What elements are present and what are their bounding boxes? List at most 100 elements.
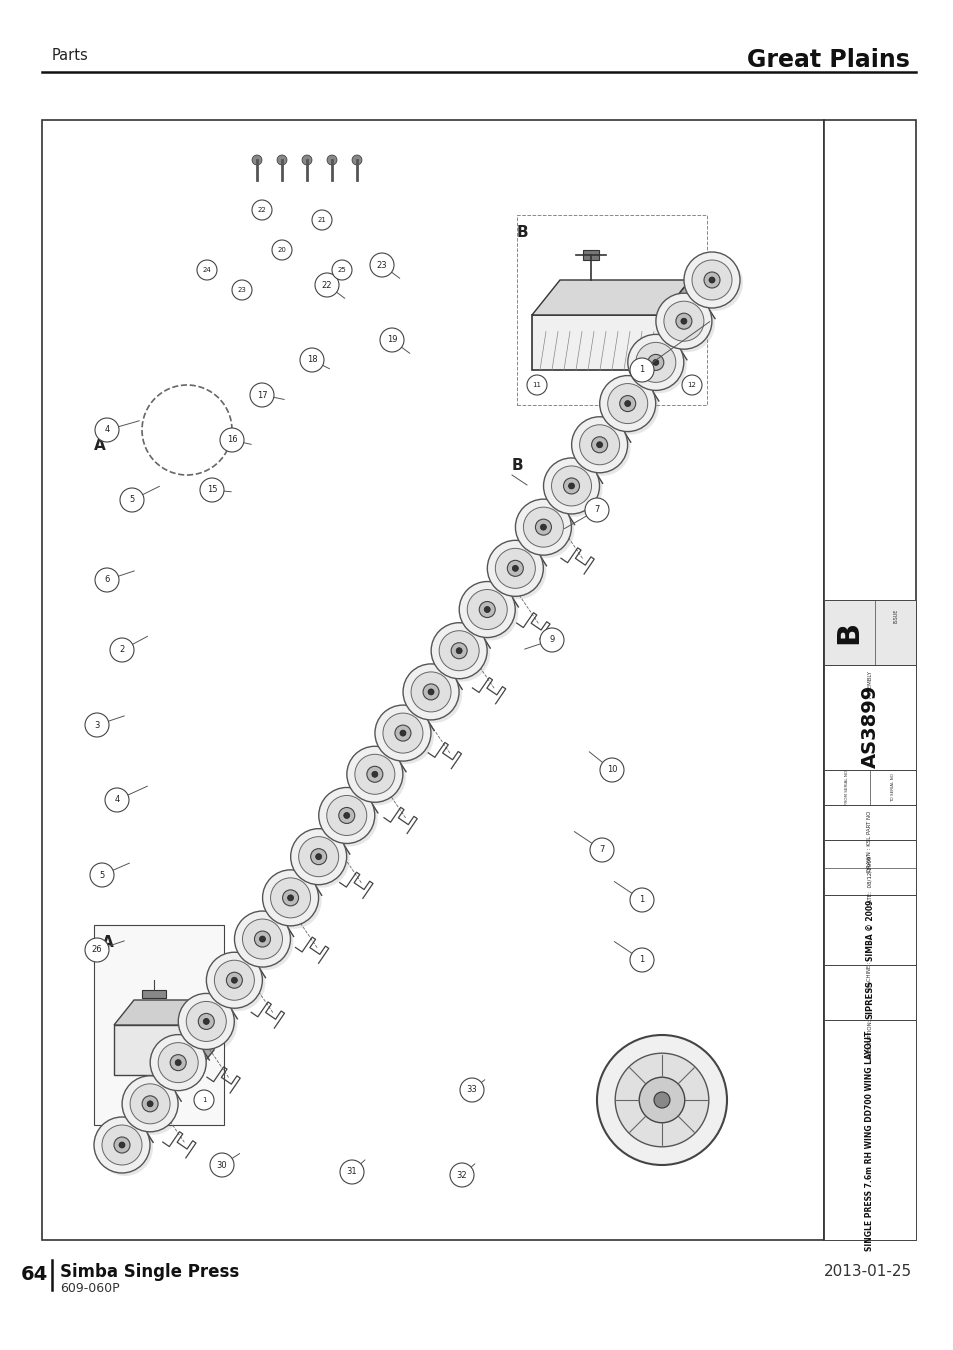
- Text: 1: 1: [639, 366, 644, 374]
- Circle shape: [406, 667, 461, 722]
- Circle shape: [147, 1100, 152, 1107]
- Text: 3: 3: [94, 721, 99, 729]
- Circle shape: [526, 375, 546, 396]
- Circle shape: [659, 296, 714, 352]
- Text: 11: 11: [532, 382, 541, 387]
- Text: 20: 20: [277, 247, 286, 252]
- Circle shape: [85, 938, 109, 963]
- Text: B: B: [834, 621, 862, 644]
- Bar: [823, 805, 915, 840]
- Circle shape: [220, 428, 244, 452]
- Text: TO SERIAL NO: TO SERIAL NO: [890, 774, 894, 802]
- Text: 5: 5: [99, 871, 105, 879]
- Text: 21: 21: [317, 217, 326, 223]
- Text: 2: 2: [119, 645, 125, 655]
- Circle shape: [120, 487, 144, 512]
- Text: DESCRIPTION:: DESCRIPTION:: [866, 1018, 872, 1057]
- Circle shape: [372, 771, 377, 778]
- Circle shape: [226, 972, 242, 988]
- Bar: [823, 965, 915, 1021]
- Text: DATE:  08/12/2009: DATE: 08/12/2009: [866, 856, 872, 907]
- Circle shape: [94, 1116, 150, 1173]
- Text: 32: 32: [456, 1170, 467, 1180]
- Text: Great Plains: Great Plains: [746, 49, 909, 72]
- Circle shape: [276, 155, 287, 165]
- Circle shape: [95, 568, 119, 593]
- Text: PART NO: PART NO: [866, 811, 872, 834]
- Circle shape: [639, 1077, 684, 1123]
- Circle shape: [399, 730, 406, 736]
- Circle shape: [629, 888, 654, 913]
- Circle shape: [584, 498, 608, 522]
- Circle shape: [675, 313, 691, 329]
- Text: SIMBA © 2009: SIMBA © 2009: [864, 899, 874, 961]
- Text: 30: 30: [216, 1161, 227, 1169]
- Text: 1: 1: [639, 895, 644, 905]
- Circle shape: [654, 1092, 669, 1108]
- Text: 4: 4: [114, 795, 119, 805]
- Circle shape: [428, 688, 434, 695]
- Circle shape: [291, 829, 346, 884]
- Text: ISSUE: ISSUE: [892, 609, 898, 624]
- Circle shape: [683, 252, 740, 308]
- Circle shape: [242, 919, 282, 958]
- Circle shape: [178, 994, 234, 1049]
- Circle shape: [597, 1035, 726, 1165]
- Text: 23: 23: [376, 261, 387, 270]
- Circle shape: [327, 795, 366, 836]
- Bar: [823, 895, 915, 965]
- Text: 22: 22: [257, 207, 266, 213]
- Circle shape: [434, 625, 490, 682]
- Circle shape: [153, 1038, 209, 1094]
- Circle shape: [294, 832, 350, 888]
- Circle shape: [302, 155, 312, 165]
- Circle shape: [110, 639, 133, 662]
- Circle shape: [370, 252, 394, 277]
- Circle shape: [589, 838, 614, 863]
- Circle shape: [599, 375, 655, 432]
- Text: AS3899: AS3899: [860, 684, 879, 768]
- Circle shape: [523, 508, 563, 547]
- Circle shape: [596, 441, 602, 448]
- Circle shape: [490, 543, 546, 599]
- Text: 64: 64: [21, 1265, 48, 1284]
- Circle shape: [210, 1153, 233, 1177]
- Circle shape: [615, 1053, 708, 1146]
- Text: 23: 23: [237, 288, 246, 293]
- Circle shape: [456, 648, 461, 653]
- Circle shape: [431, 622, 487, 679]
- Circle shape: [102, 1125, 142, 1165]
- Circle shape: [708, 277, 714, 284]
- Circle shape: [150, 1034, 206, 1091]
- Circle shape: [234, 911, 290, 967]
- Circle shape: [90, 863, 113, 887]
- Text: 24: 24: [202, 267, 212, 273]
- Circle shape: [209, 956, 265, 1011]
- Circle shape: [624, 401, 630, 406]
- Polygon shape: [193, 1000, 213, 1075]
- Circle shape: [158, 1042, 198, 1083]
- Text: 1: 1: [639, 956, 644, 964]
- Circle shape: [635, 343, 675, 382]
- Circle shape: [327, 155, 336, 165]
- Circle shape: [312, 211, 332, 230]
- Bar: [823, 1021, 915, 1241]
- Circle shape: [680, 319, 686, 324]
- Bar: [823, 769, 915, 805]
- Circle shape: [382, 713, 422, 753]
- Circle shape: [298, 837, 338, 876]
- Circle shape: [450, 1162, 474, 1187]
- Bar: [823, 840, 915, 895]
- Circle shape: [262, 869, 318, 926]
- Text: 10: 10: [606, 765, 617, 775]
- Circle shape: [375, 705, 431, 761]
- Circle shape: [487, 540, 543, 597]
- Circle shape: [282, 890, 298, 906]
- Text: 31: 31: [346, 1168, 357, 1176]
- Text: SIPRESS: SIPRESS: [864, 980, 874, 1018]
- Circle shape: [647, 355, 663, 370]
- Text: FROM SERIAL NO: FROM SERIAL NO: [844, 769, 848, 805]
- Circle shape: [252, 155, 262, 165]
- Circle shape: [512, 566, 517, 571]
- Circle shape: [95, 418, 119, 441]
